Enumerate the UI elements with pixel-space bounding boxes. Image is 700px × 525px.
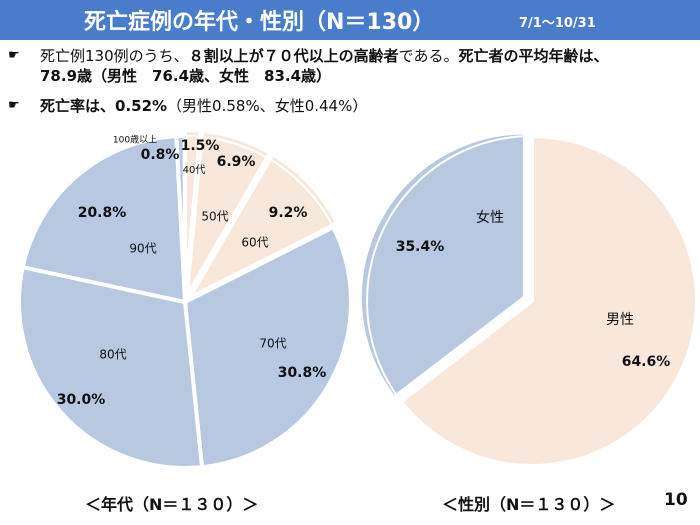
pointing-hand-icon: ☛ [8,48,20,63]
pie1-category-label-3: 60代 [241,236,268,250]
pie1-value-label-3: 9.2% [269,205,308,221]
pie1-category-label-6: 90代 [129,242,156,256]
pie2-category-label-0: 男性 [606,312,634,328]
bullet2-text-b: （男性0.58%、女性0.44%） [167,97,368,115]
sex-chart-caption: ＜性別（N＝１３０）＞ [442,495,616,514]
bullet1-text-a: 死亡例130例のうち、 [40,47,189,65]
pie2-outline [366,135,698,467]
pie2-value-label-0: 64.6% [622,354,671,370]
bullet1-text-d: 死亡者の平均年齢は、 [458,47,609,65]
pie1-category-label-0: 100歳以上 [113,134,157,146]
pie1-slice-3 [184,151,341,303]
pie1-value-label-1: 1.5% [181,138,220,154]
age-chart-caption: ＜年代（N＝１３０）＞ [85,495,259,514]
pie2-category-label-1: 女性 [476,209,504,226]
pie2-slice-1 [357,130,527,401]
pie1-category-label-4: 70代 [259,337,286,351]
page-number: 10 [664,490,688,510]
pie1-outline [18,135,352,469]
period-label: 7/1～10/31 [519,16,596,31]
pie1-category-label-1: 40代 [183,164,206,176]
pie1-category-label-5: 80代 [99,348,126,362]
pie1-value-label-5: 30.0% [57,392,106,408]
title-bar: 死亡症例の年代・性別（N＝130） 7/1～10/31 [0,0,700,40]
slide-title: 死亡症例の年代・性別（N＝130） [84,10,435,35]
pie1-category-label-2: 50代 [201,210,228,224]
bullet1-text-c: である。 [398,47,459,65]
pie1-slice-2 [184,128,273,298]
bullet1-text-e: 78.9歳（男性 76.4歳、女性 83.4歳） [40,67,332,85]
pie1-value-label-2: 6.9% [217,154,256,170]
pie2-value-label-1: 35.4% [396,239,445,255]
bullet1-text-b: ８割以上が７０代以上の高齢者 [188,47,399,65]
pointing-hand-icon: ☛ [8,98,20,113]
pie1-value-label-0: 0.8% [141,147,180,163]
pie1-value-label-4: 30.8% [278,365,327,381]
pie1-value-label-6: 20.8% [78,205,127,221]
bullet2-text-a: 死亡率は、0.52% [40,97,168,115]
